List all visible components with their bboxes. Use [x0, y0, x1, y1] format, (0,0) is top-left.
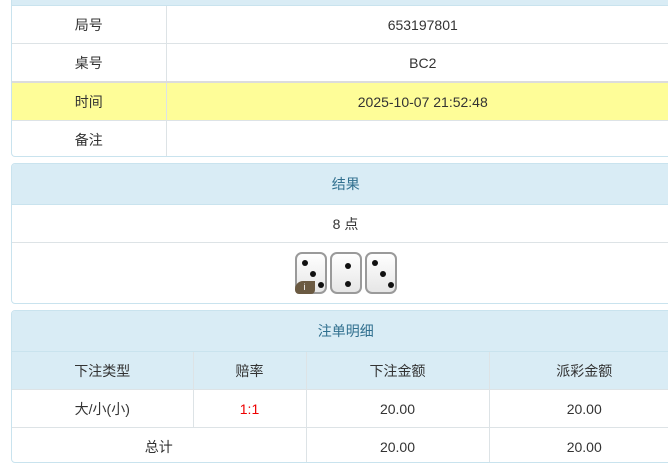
label: 时间: [12, 81, 167, 121]
total-amount: 20.00: [305, 427, 490, 462]
pip: [379, 271, 386, 277]
header-bet-amount: 下注金额: [305, 351, 490, 390]
bet-details-title: 注单明细: [12, 311, 668, 352]
dice-group: i: [294, 252, 397, 294]
table-row: 大/小(小) 1:1 20.00 20.00: [12, 389, 668, 428]
pip: [309, 271, 316, 277]
value: 2025-10-07 21:52:48: [165, 81, 668, 121]
pip: [317, 282, 324, 288]
round-info-panel: 局号 653197801 桌号 BC2 时间 2025-10-07 21:52:48 …: [11, 6, 668, 157]
result-title: 结果: [12, 164, 668, 205]
die-2: [329, 252, 362, 294]
odds: 1:1: [192, 389, 307, 428]
bet-details-panel: 注单明细 下注类型 赔率 下注金额 派彩金额 大/小(小) 1:1 20.00 …: [11, 310, 668, 463]
label: 备注: [12, 120, 167, 156]
total-row: 总计 20.00 20.00: [12, 427, 668, 462]
top-panel-header-strip: [11, 0, 668, 6]
bet-amount: 20.00: [305, 389, 490, 428]
header-bet-type: 下注类型: [12, 351, 194, 390]
pip: [371, 260, 378, 266]
pip: [344, 281, 351, 287]
result-panel: 结果 8 点 i: [11, 163, 668, 304]
row-time: 时间 2025-10-07 21:52:48: [12, 81, 668, 121]
result-points: 8 点: [12, 204, 668, 243]
header-payout: 派彩金额: [488, 351, 668, 390]
value: BC2: [165, 43, 668, 83]
pip: [387, 282, 394, 288]
die-3: [364, 252, 397, 294]
value: [165, 120, 668, 156]
pip: [301, 260, 308, 266]
payout: 20.00: [488, 389, 668, 428]
header-odds: 赔率: [192, 351, 307, 390]
pip: [344, 263, 351, 269]
label: 桌号: [12, 43, 167, 83]
value: 653197801: [165, 6, 668, 44]
row-round-number: 局号 653197801: [12, 6, 668, 44]
row-remark: 备注: [12, 120, 668, 156]
table-header-row: 下注类型 赔率 下注金额 派彩金额: [12, 351, 668, 390]
label: 局号: [12, 6, 167, 44]
total-payout: 20.00: [488, 427, 668, 462]
row-table-number: 桌号 BC2: [12, 43, 668, 83]
bet-type: 大/小(小): [12, 389, 194, 428]
info-icon[interactable]: i: [294, 281, 315, 294]
total-label: 总计: [12, 427, 307, 462]
